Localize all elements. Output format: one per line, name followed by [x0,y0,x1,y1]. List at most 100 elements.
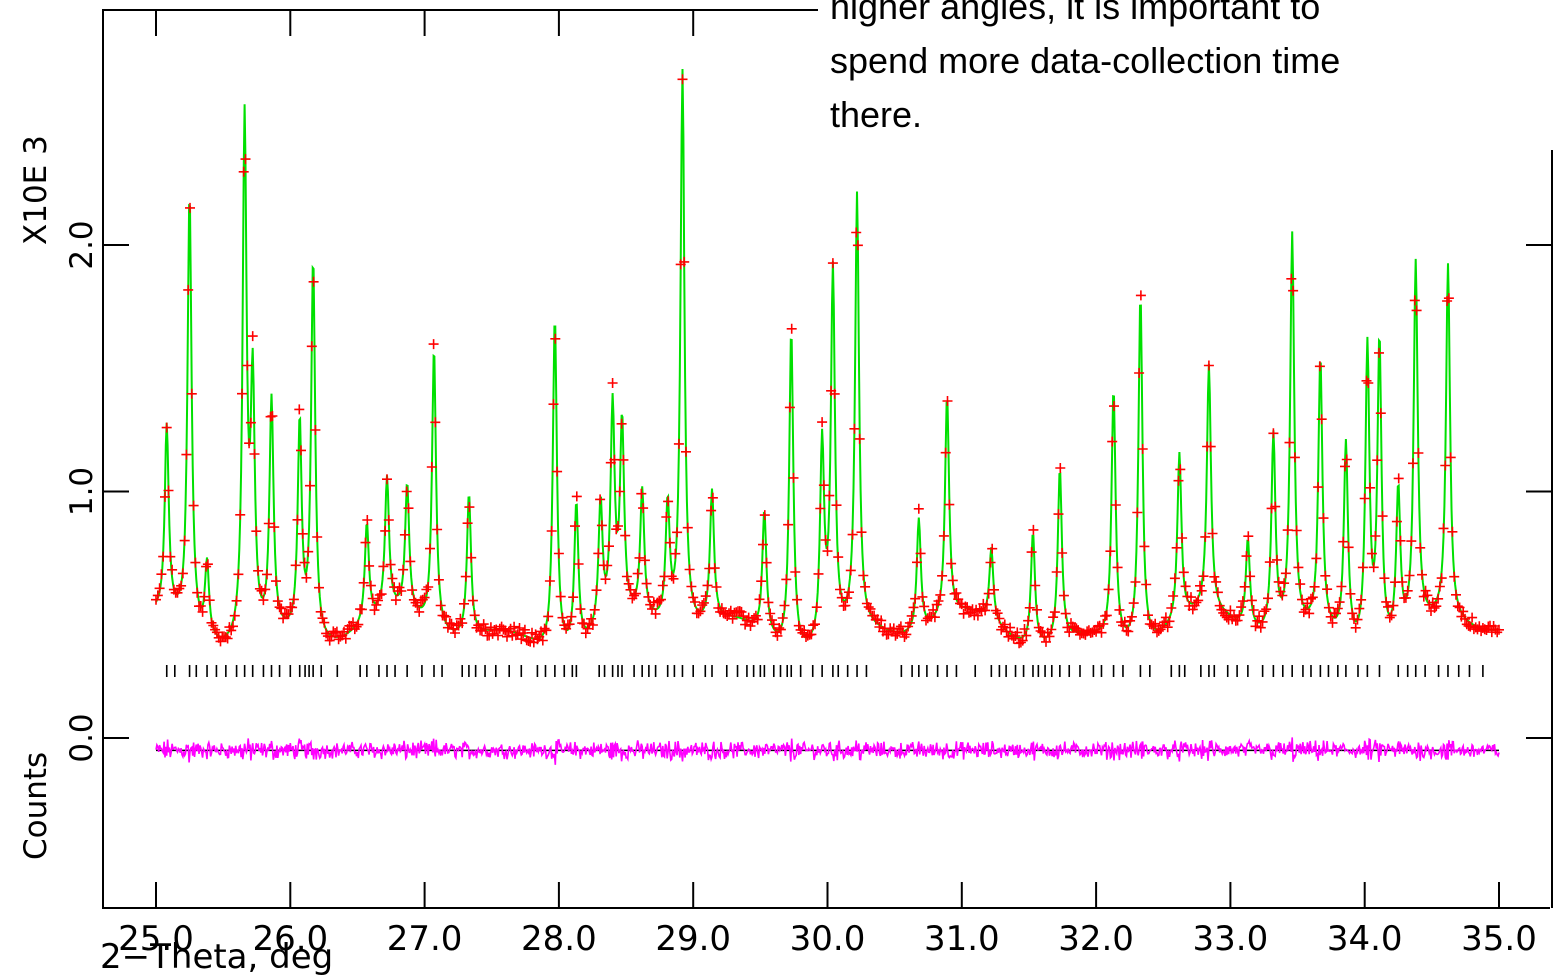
observed-point [1236,602,1247,613]
observed-point [890,630,901,641]
observed-point [752,614,763,625]
observed-point [1406,536,1417,547]
observed-point [417,594,428,605]
observed-point [371,599,382,610]
observed-point [220,632,231,643]
observed-point [727,613,738,624]
observed-point [1046,624,1057,635]
observed-point [1023,615,1034,626]
observed-point [541,625,552,636]
x-tick-label: 30.0 [790,919,866,959]
observed-point [367,593,378,604]
observed-point [163,485,174,496]
observed-point [548,399,559,410]
observed-point [1322,584,1333,595]
observed-point [1212,587,1223,598]
x-tick-label: 29.0 [655,919,731,959]
observed-point [263,518,274,529]
observed-point [679,256,690,267]
observed-point [835,584,845,595]
observed-point [938,530,949,541]
observed-point [425,543,435,554]
observed-point [707,492,718,503]
observed-point [904,617,915,628]
observed-point [1286,273,1297,284]
observed-point [407,585,418,596]
observed-point [629,590,640,601]
x-tick-label: 32.0 [1058,919,1134,959]
observed-point [1370,531,1381,541]
observed-point [962,602,973,613]
observed-point [305,480,315,491]
observed-point [202,559,213,570]
observed-point [1177,533,1188,543]
observed-point [433,574,444,585]
observed-point [274,602,285,613]
observed-point [181,449,192,460]
observed-point [937,570,948,581]
observed-point [1393,473,1404,484]
observed-point [913,503,924,514]
observed-point [1150,618,1161,629]
observed-point [160,491,170,502]
observed-point [852,240,863,251]
observed-point [618,454,629,465]
observed-point [844,587,854,598]
observed-point [1318,513,1329,524]
observed-point [362,515,373,525]
observed-point [849,423,860,434]
observed-point [1207,528,1218,539]
observed-point [1408,458,1418,469]
observed-point [1334,597,1345,608]
observed-point [1195,580,1205,591]
observed-point [247,331,258,342]
observed-point [813,568,824,579]
observed-point [192,587,203,598]
observed-point [1436,573,1447,584]
observed-point [1209,571,1220,582]
observed-point [430,417,441,428]
observed-point [856,527,867,538]
observed-point [441,611,452,622]
observed-point [267,411,278,421]
observed-point [736,606,747,617]
observed-point [376,589,387,600]
observed-point [917,591,928,602]
observed-point [1221,612,1232,623]
observed-point [238,166,249,177]
observed-point [1048,612,1059,623]
observed-point [1272,554,1282,565]
observed-point [1431,601,1442,612]
observed-point [1243,531,1254,542]
observed-point [312,532,323,542]
observed-point [439,610,450,621]
observed-point [1049,607,1060,618]
observed-point [509,621,520,632]
observed-point [620,530,631,541]
observed-point [981,599,992,610]
observed-point [842,593,853,604]
observed-point [677,74,688,85]
y-tick-label: 2.0 [64,220,100,269]
observed-point [700,591,711,602]
observed-point [639,555,650,566]
observed-point [459,598,469,609]
reflection-markers [165,665,1484,677]
observed-point [876,615,887,626]
observed-point [152,590,163,601]
observed-point [758,539,768,550]
observed-point [1289,452,1300,463]
observed-point [754,594,765,605]
observed-point [783,519,794,530]
observed-point [992,608,1003,619]
observed-point [1460,613,1470,624]
observed-point [1368,562,1379,573]
observed-point [661,512,672,522]
observed-point [1415,542,1426,553]
observed-point [383,515,394,525]
observed-point [815,503,826,514]
observed-point [616,418,627,429]
observed-point [1096,627,1107,638]
observed-point [426,462,437,472]
observed-point [457,618,468,629]
